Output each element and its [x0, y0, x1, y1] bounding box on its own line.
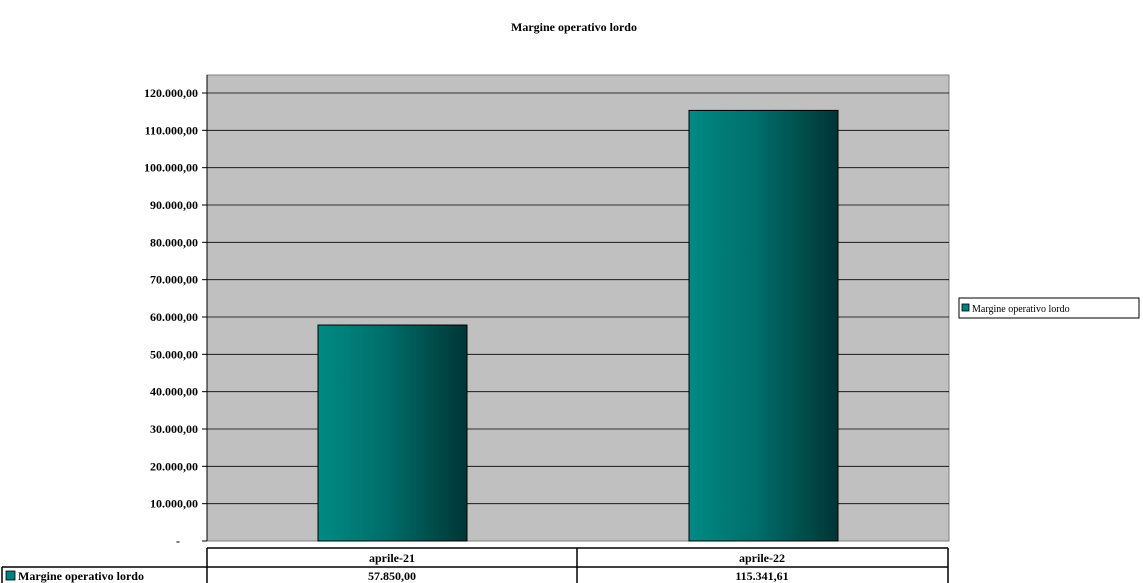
- y-tick-label: 20.000,00: [150, 459, 198, 473]
- legend-entry: Margine operativo lordo: [972, 304, 1070, 315]
- y-tick-label: 40.000,00: [150, 385, 198, 399]
- y-axis-ticks: - 10.000,00 20.000,00 30.000,00 40.000,00 50.…: [144, 86, 207, 548]
- legend-swatch: [961, 303, 970, 312]
- table-legend-swatch: [5, 570, 16, 581]
- y-tick-label: -: [176, 534, 180, 548]
- data-table: aprile-21 aprile-22 Margine operativo lo…: [1, 547, 949, 583]
- y-tick-label: 60.000,00: [150, 310, 198, 324]
- chart-title: Margine operativo lordo: [511, 20, 637, 34]
- bar-aprile-21: [317, 324, 468, 542]
- y-tick-label: 70.000,00: [150, 273, 198, 287]
- y-tick-label: 30.000,00: [150, 422, 198, 436]
- bars: [317, 109, 839, 542]
- y-tick-label: 110.000,00: [145, 123, 198, 137]
- legend-box: [958, 297, 1140, 319]
- y-tick-label: 50.000,00: [150, 347, 198, 361]
- y-tick-label: 100.000,00: [144, 161, 198, 175]
- table-value-aprile-21: 57.850,00: [368, 569, 416, 583]
- y-tick-label: 80.000,00: [150, 235, 198, 249]
- table-header-aprile-22: aprile-22: [739, 551, 785, 565]
- table-value-aprile-22: 115.341,61: [735, 569, 788, 583]
- table-header-aprile-21: aprile-21: [369, 551, 415, 565]
- legend: Margine operativo lordo: [958, 297, 1140, 319]
- y-tick-label: 10.000,00: [150, 497, 198, 511]
- bar-aprile-22: [688, 109, 839, 542]
- y-tick-label: 90.000,00: [150, 198, 198, 212]
- y-tick-label: 120.000,00: [144, 86, 198, 100]
- table-series-label: Margine operativo lordo: [18, 569, 144, 583]
